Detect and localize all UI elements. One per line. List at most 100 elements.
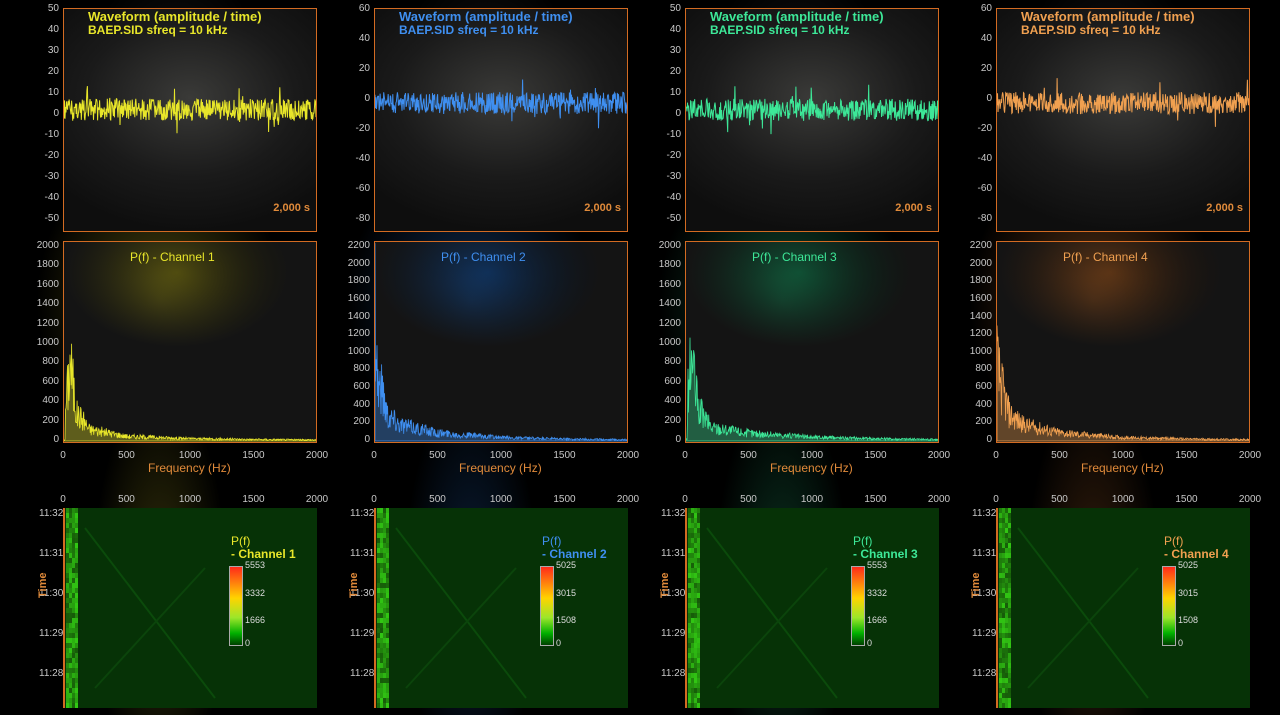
spectrogram-cell (69, 563, 72, 568)
spectrogram-cell (697, 643, 700, 648)
spectrogram-cell (69, 548, 72, 553)
spectrogram-cell (999, 603, 1002, 608)
spectrogram-cell (688, 593, 691, 598)
spectrogram-cell (1002, 533, 1005, 538)
spectrogram-cell (69, 648, 72, 653)
spectrogram-cell (75, 673, 78, 678)
spectrogram-cell (1002, 618, 1005, 623)
spectrogram-cell (377, 683, 380, 688)
spectrogram-cell (75, 633, 78, 638)
y-tick-label: -20 (666, 150, 681, 161)
x-axis-label: Frequency (Hz) (770, 461, 853, 475)
spectrogram-cell (383, 698, 386, 703)
spectrogram-ridge (1027, 567, 1139, 689)
spectrogram-plot[interactable]: P(f) - Channel 1 5553 3332 1666 0 (63, 508, 317, 708)
spectrogram-cell (999, 688, 1002, 693)
spectrogram-cell (75, 528, 78, 533)
spectrogram-cell (383, 533, 386, 538)
spectrogram-cell (691, 553, 694, 558)
spectrogram-cell (69, 658, 72, 663)
spectrogram-cell (999, 648, 1002, 653)
x-tick-label: 2000 (927, 494, 951, 505)
spectrogram-cell (66, 698, 69, 703)
spectrogram-cell (691, 593, 694, 598)
spectrogram-cell (688, 613, 691, 618)
x-tick-label: 1500 (553, 450, 576, 461)
waveform-plot[interactable]: Waveform (amplitude / time) BAEP.SID sfre… (996, 8, 1250, 232)
waveform-plot[interactable]: Waveform (amplitude / time) BAEP.SID sfre… (374, 8, 628, 232)
spectrogram-cell (75, 548, 78, 553)
spectrogram-ridge (716, 567, 828, 689)
spectrogram-cell (1008, 623, 1011, 628)
spectrum-title: P(f) - Channel 1 (130, 250, 215, 264)
spectrogram-cell (691, 533, 694, 538)
waveform-title: Waveform (amplitude / time) (399, 9, 573, 24)
spectrogram-cell (69, 623, 72, 628)
spectrogram-cell (1008, 653, 1011, 658)
spectrogram-ridge (84, 527, 216, 699)
spectrogram-cell (69, 683, 72, 688)
spectrogram-cell (386, 543, 389, 548)
spectrogram-cell (1002, 518, 1005, 523)
y-tick-label: 0 (675, 108, 681, 119)
spectrogram-cell (691, 688, 694, 693)
spectrogram-cell (694, 683, 697, 688)
spectrogram-cell (1005, 603, 1008, 608)
scale-tick-label: 3015 (556, 588, 577, 599)
spectrogram-cell (72, 653, 75, 658)
spectrogram-cell (72, 648, 75, 653)
spectrogram-cell (69, 663, 72, 668)
spectrogram-cell (75, 553, 78, 558)
spectrogram-cell (1008, 543, 1011, 548)
spectrogram-cell (688, 563, 691, 568)
y-axis-label: Time (659, 572, 671, 598)
spectrogram-plot[interactable]: P(f) - Channel 4 5025 3015 1508 0 (996, 508, 1250, 708)
spectrum-plot[interactable]: P(f) - Channel 2 (374, 241, 628, 443)
spectrogram-cell (691, 568, 694, 573)
spectrogram-cell (75, 568, 78, 573)
spectrogram-plot[interactable]: P(f) - Channel 3 5553 3332 1666 0 (685, 508, 939, 708)
time-tick-label: 11:32 (39, 508, 64, 519)
y-tick-label: 1000 (969, 345, 992, 357)
spectrogram-cell (1005, 623, 1008, 628)
spectrogram-cell (377, 643, 380, 648)
spectrogram-cell (377, 508, 380, 513)
time-tick-label: 11:28 (661, 668, 686, 679)
spectrogram-cell (1005, 578, 1008, 583)
waveform-plot[interactable]: Waveform (amplitude / time) BAEP.SID sfre… (685, 8, 939, 232)
spectrogram-cell (999, 618, 1002, 623)
spectrogram-cell (69, 538, 72, 543)
spectrogram-cell (72, 608, 75, 613)
spectrum-plot[interactable]: P(f) - Channel 4 (996, 241, 1250, 443)
spectrogram-cell (688, 608, 691, 613)
spectrogram-plot[interactable]: P(f) - Channel 2 5025 3015 1508 0 (374, 508, 628, 708)
spectrogram-cell (377, 573, 380, 578)
spectrogram-cell (66, 598, 69, 603)
spectrogram-cell (999, 553, 1002, 558)
x-tick-label: 2000 (305, 494, 329, 505)
spectrogram-cell (691, 658, 694, 663)
spectrogram-cell (694, 543, 697, 548)
waveform-subtitle: BAEP.SID sfreq = 10 kHz (399, 23, 539, 37)
spectrogram-cell (999, 703, 1002, 708)
spectrogram-cell (691, 673, 694, 678)
spectrogram-cell (694, 583, 697, 588)
spectrum-plot[interactable]: P(f) - Channel 3 (685, 241, 939, 443)
spectrum-svg (375, 243, 627, 442)
x-tick-label: 1000 (800, 494, 824, 505)
spectrogram-cell (697, 578, 700, 583)
spectrogram-cell (386, 643, 389, 648)
spectrum-plot[interactable]: P(f) - Channel 1 (63, 241, 317, 443)
y-tick-label: -30 (44, 171, 59, 182)
spectrogram-cell (999, 643, 1002, 648)
x-axis-label: Frequency (Hz) (459, 461, 542, 475)
legend-subtitle: - Channel 3 (853, 547, 918, 561)
spectrogram-cell (1008, 703, 1011, 708)
spectrogram-cell (694, 563, 697, 568)
waveform-plot[interactable]: Waveform (amplitude / time) BAEP.SID sfre… (63, 8, 317, 232)
spectrogram-cell (69, 513, 72, 518)
spectrogram-cell (697, 528, 700, 533)
time-tick-label: 11:32 (661, 508, 686, 519)
spectrogram-cell (72, 658, 75, 663)
spectrogram-cell (75, 663, 78, 668)
